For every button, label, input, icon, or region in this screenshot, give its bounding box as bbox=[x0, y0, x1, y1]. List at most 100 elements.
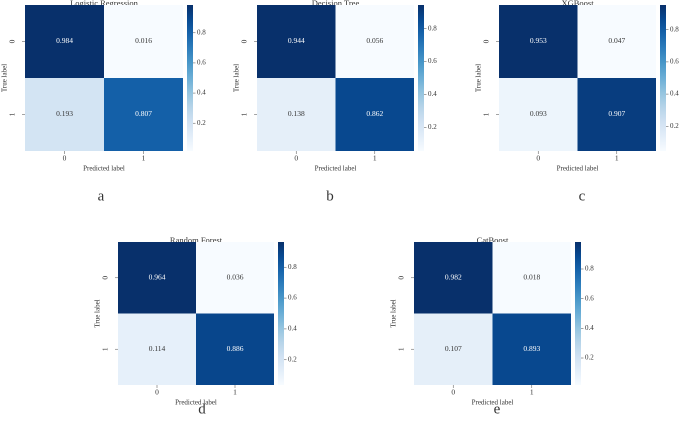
colorbar-tick-label: 0.6 bbox=[288, 294, 297, 302]
x-tick-label: 0 bbox=[451, 388, 455, 397]
cell-value: 0.016 bbox=[135, 36, 152, 45]
y-tick-label: 0 bbox=[482, 39, 491, 43]
cell-value: 0.964 bbox=[149, 272, 166, 281]
heatmap-cell bbox=[335, 78, 414, 151]
colorbar-tick-label: 0.6 bbox=[197, 59, 206, 67]
cell-value: 0.047 bbox=[608, 36, 625, 45]
y-axis-label: True label bbox=[390, 299, 398, 327]
heatmap-panel: Random Forest 0.964 0.036 0.114 0.886 0 1 0 1 Pre… bbox=[94, 235, 298, 417]
chart-title: Logistic Regression bbox=[70, 0, 139, 8]
panel-label: e bbox=[494, 401, 501, 417]
y-tick-label: 1 bbox=[8, 112, 17, 116]
heatmap-panel: CatBoost 0.982 0.018 0.107 0.893 0 1 0 1 Predicte… bbox=[390, 235, 595, 417]
x-tick-label: 1 bbox=[530, 388, 534, 397]
colorbar bbox=[187, 5, 193, 151]
heatmap-cell bbox=[118, 313, 196, 385]
colorbar-tick-label: 0.2 bbox=[670, 122, 679, 130]
heatmap-panel: XGBoost 0.953 0.047 0.093 0.907 0 1 0 1 Predicted… bbox=[475, 0, 680, 204]
x-tick-label: 0 bbox=[63, 154, 67, 163]
colorbar-tick-label: 0.4 bbox=[288, 325, 297, 333]
heatmap-cell bbox=[104, 78, 183, 151]
y-axis-label: True label bbox=[233, 64, 241, 92]
x-axis-label: Predicted label bbox=[83, 165, 125, 173]
y-tick-label: 0 bbox=[8, 39, 17, 43]
heatmap-cell bbox=[414, 242, 493, 314]
chart-title: XGBoost bbox=[561, 0, 594, 8]
colorbar-tick-label: 0.6 bbox=[670, 57, 679, 65]
x-axis-label: Predicted label bbox=[472, 399, 514, 407]
colorbar bbox=[575, 242, 581, 385]
y-tick-label: 0 bbox=[397, 276, 406, 280]
cell-value: 0.982 bbox=[445, 272, 462, 281]
y-tick-label: 1 bbox=[397, 347, 406, 351]
heatmap-cell bbox=[25, 5, 104, 78]
cell-value: 0.056 bbox=[366, 36, 383, 45]
heatmap-cell bbox=[577, 5, 656, 78]
cell-value: 0.138 bbox=[288, 109, 305, 118]
y-tick-label: 0 bbox=[240, 39, 249, 43]
cell-value: 0.893 bbox=[523, 344, 540, 353]
cell-value: 0.193 bbox=[56, 109, 73, 118]
x-tick-label: 0 bbox=[155, 388, 159, 397]
heatmap-cell bbox=[196, 242, 274, 314]
cell-value: 0.114 bbox=[149, 344, 166, 353]
heatmap-cell bbox=[577, 78, 656, 151]
cell-value: 0.093 bbox=[530, 109, 547, 118]
heatmap-panel: Logistic Regression 0.984 0.016 0.193 0.807 0… bbox=[1, 0, 207, 204]
heatmap-cell bbox=[492, 313, 571, 385]
colorbar-tick-label: 0.8 bbox=[288, 263, 297, 271]
colorbar bbox=[660, 5, 666, 151]
colorbar-tick-label: 0.2 bbox=[288, 355, 297, 363]
colorbar-tick-label: 0.8 bbox=[428, 24, 437, 32]
x-tick-label: 0 bbox=[294, 154, 298, 163]
heatmap-cell bbox=[414, 313, 493, 385]
y-axis-label: True label bbox=[94, 299, 102, 327]
colorbar-tick-label: 0.4 bbox=[585, 324, 594, 332]
heatmap-cell bbox=[196, 313, 274, 385]
y-tick-label: 0 bbox=[101, 276, 110, 280]
colorbar-tick-label: 0.4 bbox=[670, 90, 679, 98]
colorbar-tick-label: 0.8 bbox=[197, 28, 206, 36]
x-tick-label: 0 bbox=[536, 154, 540, 163]
colorbar bbox=[278, 242, 284, 385]
heatmap-cell bbox=[118, 242, 196, 314]
colorbar-tick-label: 0.8 bbox=[585, 265, 594, 273]
colorbar-tick-label: 0.2 bbox=[585, 354, 594, 362]
cell-value: 0.953 bbox=[530, 36, 547, 45]
heatmap-cell bbox=[257, 78, 336, 151]
y-axis-label: True label bbox=[475, 64, 483, 92]
colorbar-tick-label: 0.2 bbox=[197, 119, 206, 127]
cell-value: 0.944 bbox=[288, 36, 305, 45]
heatmap-cell bbox=[499, 5, 578, 78]
x-tick-label: 1 bbox=[233, 388, 237, 397]
colorbar-tick-label: 0.6 bbox=[585, 294, 594, 302]
colorbar-tick-label: 0.4 bbox=[197, 89, 206, 97]
heatmap-cell bbox=[25, 78, 104, 151]
heatmap-cell bbox=[104, 5, 183, 78]
cell-value: 0.984 bbox=[56, 36, 73, 45]
panel-label: a bbox=[98, 188, 105, 204]
heatmap-cell bbox=[492, 242, 571, 314]
y-tick-label: 1 bbox=[240, 112, 249, 116]
colorbar-tick-label: 0.8 bbox=[670, 25, 679, 33]
colorbar bbox=[418, 5, 424, 151]
colorbar-tick-label: 0.4 bbox=[428, 90, 437, 98]
cell-value: 0.807 bbox=[135, 109, 152, 118]
cell-value: 0.907 bbox=[608, 109, 625, 118]
y-tick-label: 1 bbox=[482, 112, 491, 116]
y-axis-label: True label bbox=[1, 64, 9, 92]
x-axis-label: Predicted label bbox=[557, 165, 599, 173]
cell-value: 0.886 bbox=[227, 344, 244, 353]
x-tick-label: 1 bbox=[615, 154, 619, 163]
cell-value: 0.036 bbox=[227, 272, 244, 281]
panel-label: c bbox=[579, 188, 586, 204]
heatmap-cell bbox=[499, 78, 578, 151]
colorbar-tick-label: 0.6 bbox=[428, 57, 437, 65]
heatmap-cell bbox=[335, 5, 414, 78]
cell-value: 0.862 bbox=[366, 109, 383, 118]
x-tick-label: 1 bbox=[373, 154, 377, 163]
colorbar-tick-label: 0.2 bbox=[428, 123, 437, 131]
cell-value: 0.107 bbox=[445, 344, 462, 353]
panel-label: b bbox=[326, 188, 334, 204]
